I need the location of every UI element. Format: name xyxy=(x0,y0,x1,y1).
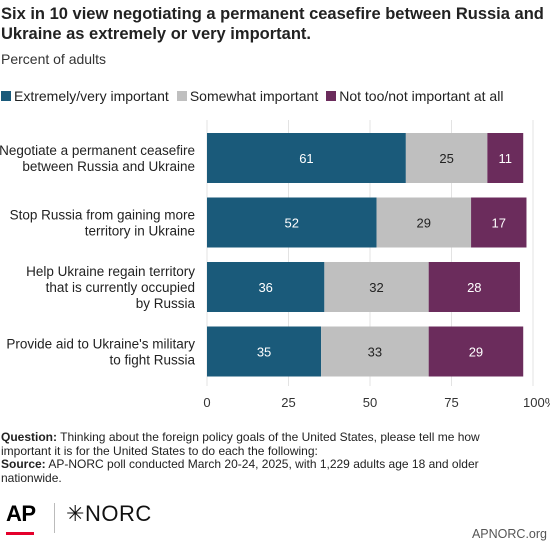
data-label: 11 xyxy=(499,151,513,166)
chart-notes: Question: Thinking about the foreign pol… xyxy=(1,430,521,485)
category-label-line: territory in Ukraine xyxy=(85,224,195,239)
bar-somewhat xyxy=(324,262,429,312)
category-label-line: Provide aid to Ukraine's military xyxy=(6,337,195,352)
source-text: AP-NORC poll conducted March 20-24, 2025… xyxy=(1,457,479,485)
bar-extremely xyxy=(207,197,377,248)
bar-extremely xyxy=(207,326,322,377)
norc-logo: ✳NORC xyxy=(66,501,152,527)
category-label-line: to fight Russia xyxy=(109,353,195,368)
chart-subtitle: Percent of adults xyxy=(1,51,107,67)
category-label-line: Stop Russia from gaining more xyxy=(10,208,195,223)
category-label: Help Ukraine regain territory that is cur… xyxy=(26,264,195,311)
question-note: Question: Thinking about the foreign pol… xyxy=(1,430,521,458)
bar-somewhat xyxy=(405,133,488,183)
data-label: 61 xyxy=(299,151,313,166)
source-label: Source: xyxy=(1,457,46,471)
chart-title: Six in 10 view negotiating a permanent c… xyxy=(1,5,544,43)
logo-divider xyxy=(54,503,55,533)
legend-swatch xyxy=(326,91,337,101)
category-label-line: by Russia xyxy=(136,296,196,311)
data-label: 29 xyxy=(469,345,483,360)
bar-not xyxy=(428,326,524,377)
norc-logo-text: NORC xyxy=(84,501,152,526)
data-label: 32 xyxy=(369,280,383,295)
tick-label: 100% xyxy=(523,395,550,410)
question-text: Thinking about the foreign policy goals … xyxy=(1,430,480,458)
data-label: 36 xyxy=(258,280,272,295)
norc-mark-icon: ✳ xyxy=(66,501,85,526)
source-note: Source: AP-NORC poll conducted March 20-… xyxy=(1,457,521,485)
tick-label: 25 xyxy=(281,395,295,410)
legend-swatch xyxy=(1,91,11,101)
data-label: 52 xyxy=(285,216,299,231)
tick-label: 0 xyxy=(203,395,210,410)
bar-extremely xyxy=(207,133,406,183)
ap-logo: AP xyxy=(6,501,36,526)
legend-label: Extremely/very important xyxy=(14,88,169,104)
tick-label: 75 xyxy=(444,395,458,410)
category-label-line: Negotiate a permanent ceasefire xyxy=(0,143,195,158)
data-label: 28 xyxy=(467,280,481,295)
category-label-line: Help Ukraine regain territory xyxy=(26,264,195,279)
legend: Extremely/very important Somewhat importa… xyxy=(1,88,550,104)
data-label: 35 xyxy=(257,345,271,360)
data-label: 29 xyxy=(417,216,431,231)
legend-item-2: Not too/not important at all xyxy=(326,88,503,104)
bar-somewhat xyxy=(376,197,472,248)
tick-label: 50 xyxy=(363,395,377,410)
legend-item-0: Extremely/very important xyxy=(1,88,169,104)
bar-not xyxy=(487,133,524,183)
legend-item-1: Somewhat important xyxy=(176,88,319,104)
data-label: 17 xyxy=(492,216,506,231)
category-label-line: between Russia and Ukraine xyxy=(22,159,195,174)
legend-swatch xyxy=(176,91,187,101)
bar-not xyxy=(428,262,520,312)
category-label: Negotiate a permanent ceasefire between R… xyxy=(0,143,195,174)
site-url: APNORC.org xyxy=(471,527,547,541)
data-label: 25 xyxy=(439,151,453,166)
category-label: Stop Russia from gaining more territory i… xyxy=(10,208,195,239)
question-label: Question: xyxy=(1,430,57,444)
stacked-bar-chart: 61 25 11 Negotiate a permanent ceasefire bet… xyxy=(0,120,550,410)
bar-not xyxy=(471,197,527,248)
category-label: Provide aid to Ukraine's military to figh… xyxy=(6,337,195,368)
ap-logo-underline xyxy=(6,532,34,535)
data-label: 33 xyxy=(368,345,382,360)
bar-extremely xyxy=(207,262,325,312)
category-label-line: that is currently occupied xyxy=(46,280,195,295)
legend-label: Not too/not important at all xyxy=(339,88,504,104)
bar-somewhat xyxy=(321,326,429,377)
legend-label: Somewhat important xyxy=(189,88,319,104)
